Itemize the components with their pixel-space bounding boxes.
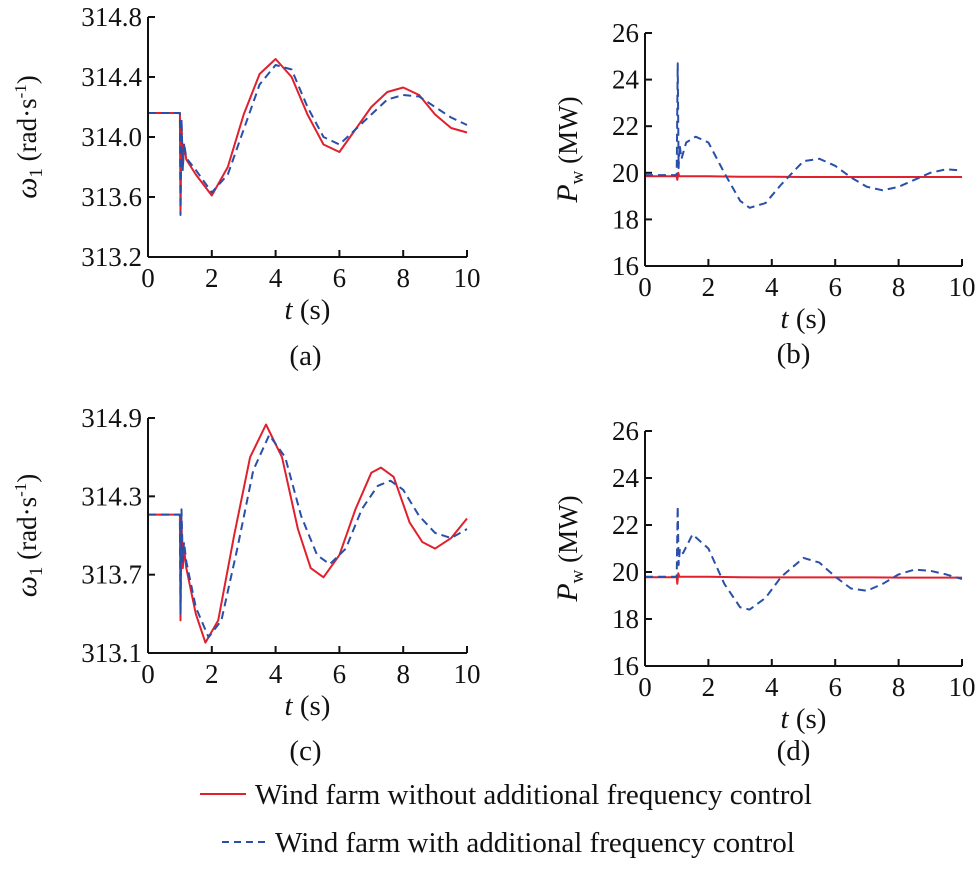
- series-line-without-control: [148, 58, 468, 213]
- y-tick-label: 24: [612, 65, 640, 95]
- y-tick-label: 314.9: [81, 403, 142, 433]
- x-axis-label: t (s): [781, 703, 827, 735]
- panel-caption: (d): [777, 735, 811, 767]
- y-axis-subscript: 1: [26, 168, 47, 178]
- series-line-without-control: [645, 171, 962, 181]
- y-axis-subscript: w: [567, 170, 588, 184]
- y-axis-superscript: -1: [11, 84, 30, 98]
- series-line-with-control: [148, 64, 468, 216]
- panel-caption: (b): [777, 338, 811, 370]
- y-tick-label: 22: [612, 510, 639, 540]
- y-tick-label: 314.3: [81, 481, 142, 511]
- series-line-with-control: [645, 62, 963, 209]
- x-axis-symbol: t: [781, 703, 790, 735]
- y-tick-label: 314.0: [81, 122, 142, 152]
- x-tick-label: 4: [269, 659, 283, 689]
- legend-label-1: Wind farm without additional frequency c…: [255, 779, 812, 811]
- x-tick-label: 6: [333, 263, 347, 293]
- x-tick-label: 4: [269, 263, 283, 293]
- x-tick-label: 10: [949, 272, 976, 302]
- x-axis-unit: (s): [293, 294, 331, 326]
- x-tick-label: 10: [454, 659, 481, 689]
- x-axis-symbol: t: [781, 303, 790, 335]
- y-tick-label: 18: [612, 204, 639, 234]
- legend: Wind farm without additional frequency c…: [200, 779, 812, 859]
- y-tick-label: 20: [612, 158, 639, 188]
- x-axis-label: t (s): [285, 690, 331, 722]
- x-axis-label: t (s): [285, 294, 331, 326]
- x-tick-label: 4: [765, 272, 779, 302]
- y-tick-label: 22: [612, 111, 639, 141]
- y-axis-unit: (rad·s: [12, 497, 42, 567]
- y-tick-label: 314.4: [81, 62, 142, 92]
- y-axis-label: ω1 (rad·s-1): [10, 75, 47, 199]
- x-tick-label: 0: [141, 263, 155, 293]
- y-axis-unit: (MW): [553, 495, 583, 569]
- y-axis-superscript: -1: [11, 483, 30, 497]
- x-tick-label: 0: [638, 272, 652, 302]
- x-tick-label: 2: [205, 659, 219, 689]
- x-axis-unit: (s): [293, 690, 331, 722]
- x-tick-label: 4: [765, 672, 779, 702]
- chart-panel-3: 0 2 4 6 8 10 313.1 313.7 314.3 314.9 t (s) ω1 (rad·…: [10, 403, 481, 767]
- y-axis-unit: (MW): [553, 96, 583, 170]
- x-axis-symbol: t: [285, 294, 294, 326]
- y-axis-label: ω1 (rad·s-1): [10, 474, 47, 598]
- y-tick-label: 16: [612, 651, 639, 681]
- y-tick-label: 313.7: [81, 560, 142, 590]
- series-line-with-control: [148, 434, 468, 639]
- chart-panel-1: 0 2 4 6 8 10 313.2 313.6 314.0 314.4 314.8 t (s) ω1 …: [10, 2, 481, 372]
- y-tick-label: 16: [612, 251, 639, 281]
- y-tick-label: 26: [612, 18, 639, 48]
- legend-label-2: Wind farm with additional frequency cont…: [275, 827, 795, 859]
- panel-caption: (a): [289, 340, 321, 372]
- series-line-with-control: [645, 505, 963, 611]
- x-axis-symbol: t: [285, 690, 294, 722]
- y-tick-label: 24: [612, 463, 640, 493]
- x-tick-label: 8: [892, 672, 906, 702]
- y-axis-subscript: 1: [26, 567, 47, 577]
- x-tick-label: 0: [638, 672, 652, 702]
- y-tick-label: 314.8: [81, 2, 142, 32]
- y-axis-subscript: w: [567, 569, 588, 583]
- y-tick-label: 313.2: [81, 242, 142, 272]
- x-tick-label: 2: [205, 263, 219, 293]
- series-line-without-control: [148, 423, 468, 644]
- y-tick-label: 26: [612, 416, 639, 446]
- x-tick-label: 6: [333, 659, 347, 689]
- x-tick-label: 2: [702, 272, 716, 302]
- x-tick-label: 2: [702, 672, 716, 702]
- x-tick-label: 8: [396, 659, 410, 689]
- y-axis-label: Pw (MW): [551, 495, 588, 602]
- series-line-without-control: [645, 572, 962, 585]
- x-axis-unit: (s): [789, 303, 827, 335]
- y-axis-label: Pw (MW): [551, 96, 588, 203]
- y-axis-symbol: ω: [10, 178, 43, 199]
- panel-caption: (c): [289, 735, 321, 767]
- x-tick-label: 0: [141, 659, 155, 689]
- y-axis-symbol: P: [551, 184, 584, 203]
- x-tick-label: 10: [454, 263, 481, 293]
- y-axis-close: ): [12, 474, 42, 483]
- y-axis-unit: (rad·s: [12, 98, 42, 168]
- y-tick-label: 20: [612, 557, 639, 587]
- y-axis-symbol: ω: [10, 576, 43, 597]
- y-tick-label: 313.6: [81, 182, 142, 212]
- y-axis-symbol: P: [551, 583, 584, 602]
- y-axis-close: ): [12, 75, 42, 84]
- y-tick-label: 18: [612, 604, 639, 634]
- x-tick-label: 10: [949, 672, 976, 702]
- x-tick-label: 8: [396, 263, 410, 293]
- y-tick-label: 313.1: [81, 638, 142, 668]
- x-tick-label: 6: [828, 672, 842, 702]
- x-axis-unit: (s): [789, 703, 827, 735]
- x-tick-label: 6: [828, 272, 842, 302]
- x-axis-label: t (s): [781, 303, 827, 335]
- x-tick-label: 8: [892, 272, 906, 302]
